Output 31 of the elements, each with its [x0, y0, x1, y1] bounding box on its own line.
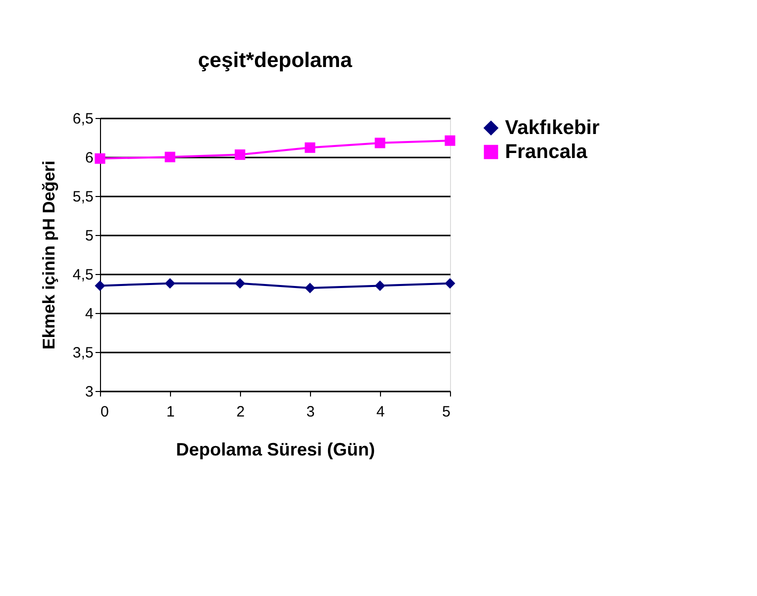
point — [164, 152, 176, 162]
point — [374, 280, 386, 291]
y-tick-label: 4 — [85, 306, 94, 322]
x-axis-title: Depolama Süresi (Gün) — [176, 440, 376, 460]
point — [304, 142, 316, 153]
point — [94, 280, 106, 291]
x-tick-label: 5 — [442, 404, 450, 420]
point — [164, 278, 176, 289]
y-tick-label: 3 — [85, 384, 94, 400]
y-tick-label: 6,5 — [72, 110, 94, 128]
point — [234, 149, 246, 160]
y-tick-label: 4,5 — [72, 266, 94, 284]
x-tick-label: 0 — [100, 404, 109, 420]
point — [234, 278, 246, 289]
point — [94, 153, 106, 164]
chart-title: çeşit*depolama — [198, 49, 352, 72]
point — [444, 135, 456, 146]
y-tick-label: 5,5 — [72, 188, 94, 206]
y-tick-label: 6 — [85, 150, 94, 166]
legend-label: Francala — [505, 141, 588, 163]
x-tick-label: 1 — [166, 404, 175, 420]
legend-label: Vakfıkebir — [505, 117, 600, 139]
point — [444, 278, 456, 289]
x-tick-label: 2 — [236, 404, 245, 420]
point — [304, 282, 316, 294]
y-tick-label: 5 — [85, 228, 94, 244]
point — [374, 138, 386, 148]
y-axis-title: Ekmek içinin pH Değeri — [40, 160, 59, 350]
x-tick-label: 4 — [376, 404, 385, 420]
x-tick-label: 3 — [306, 404, 315, 420]
y-tick-label: 3,5 — [72, 344, 94, 362]
